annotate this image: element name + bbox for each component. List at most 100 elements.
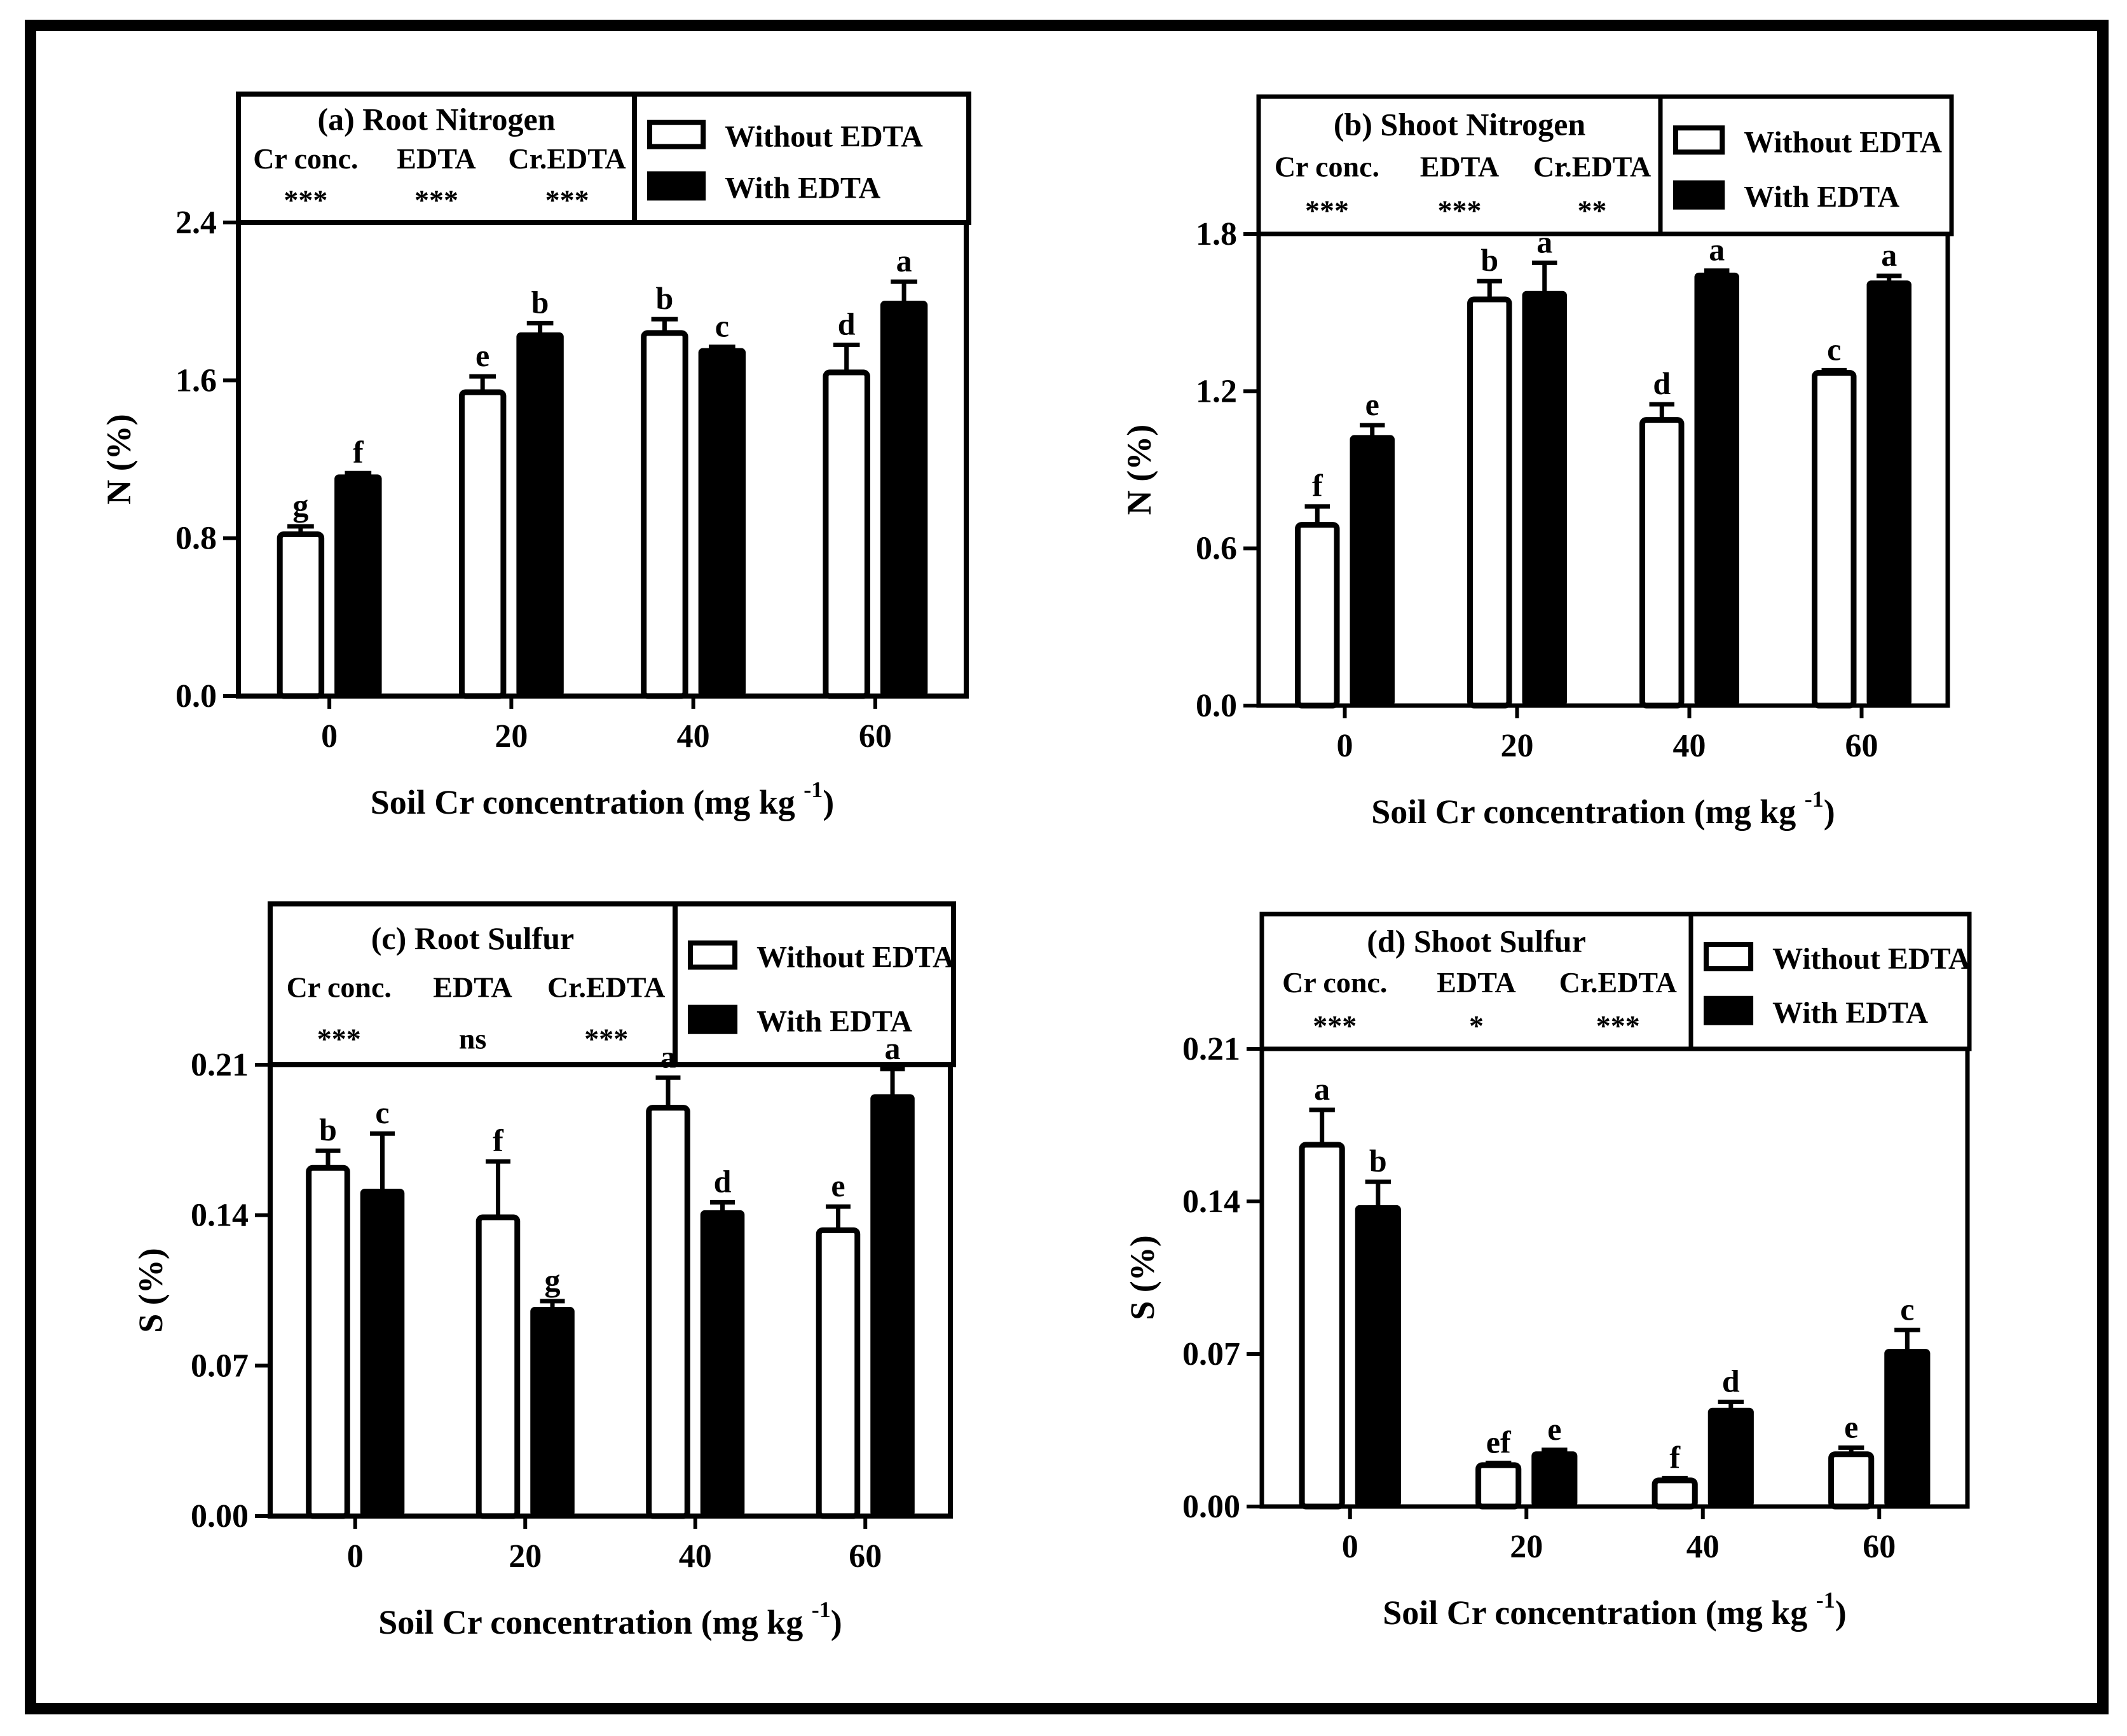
stat-value: *** bbox=[1596, 1009, 1640, 1042]
significance-letter: e bbox=[475, 338, 489, 373]
bar-without-edta bbox=[1467, 296, 1512, 709]
y-axis-label: S (%) bbox=[132, 1248, 170, 1333]
bar-with-edta bbox=[1866, 280, 1912, 706]
bar-without-edta bbox=[475, 1214, 521, 1519]
significance-letter: c bbox=[1827, 331, 1841, 367]
y-tick-label: 0.07 bbox=[1182, 1336, 1240, 1372]
x-axis-label-main: Soil Cr concentration (mg kg bbox=[371, 783, 804, 821]
x-tick-label: 60 bbox=[1863, 1529, 1896, 1565]
x-axis-label-close: ) bbox=[1824, 793, 1835, 831]
bar-with-edta bbox=[870, 1094, 915, 1517]
significance-letter: e bbox=[1844, 1409, 1858, 1444]
legend-label: Without EDTA bbox=[725, 120, 923, 154]
bar-with-edta bbox=[1355, 1205, 1401, 1508]
bar-without-edta bbox=[823, 369, 870, 699]
significance-letter: d bbox=[1653, 366, 1671, 401]
stat-header: Cr conc. bbox=[1282, 966, 1387, 999]
x-axis-label-superscript: -1 bbox=[804, 777, 823, 802]
x-axis-label-main: Soil Cr concentration (mg kg bbox=[378, 1603, 811, 1641]
significance-letter: c bbox=[1900, 1291, 1914, 1327]
y-tick-label: 0.0 bbox=[1196, 688, 1237, 724]
significance-letter: e bbox=[1547, 1411, 1561, 1447]
stat-header: EDTA bbox=[397, 142, 475, 175]
significance-letter: a bbox=[1314, 1071, 1330, 1107]
plot-area bbox=[1256, 231, 1950, 708]
y-tick-label: 0.0 bbox=[175, 678, 217, 714]
stat-value: *** bbox=[1313, 1009, 1357, 1042]
bar-without-edta bbox=[646, 1105, 690, 1519]
stat-header: Cr conc. bbox=[253, 142, 358, 175]
legend-label: With EDTA bbox=[1772, 996, 1928, 1030]
stat-value: *** bbox=[1305, 194, 1349, 226]
stat-value: * bbox=[1469, 1009, 1484, 1042]
bar-with-edta bbox=[698, 348, 746, 697]
significance-letter: b bbox=[319, 1112, 337, 1147]
bar-without-edta bbox=[1812, 369, 1857, 709]
x-tick-label: 0 bbox=[347, 1538, 364, 1575]
x-axis-label-superscript: -1 bbox=[1816, 1587, 1835, 1613]
x-axis-label-superscript: -1 bbox=[1805, 786, 1824, 812]
x-tick-label: 40 bbox=[1686, 1529, 1720, 1565]
bar-with-edta bbox=[1522, 290, 1567, 706]
stat-value: *** bbox=[414, 184, 458, 216]
significance-letter: f bbox=[493, 1123, 504, 1158]
x-tick-label: 60 bbox=[1845, 728, 1878, 764]
y-tick-label: 0.07 bbox=[191, 1348, 249, 1384]
y-axis-label: N (%) bbox=[100, 414, 138, 504]
significance-letter: d bbox=[714, 1163, 732, 1199]
significance-letter: g bbox=[292, 488, 308, 523]
y-tick-label: 0.8 bbox=[175, 521, 217, 557]
x-axis-label: Soil Cr concentration (mg kg -1) bbox=[371, 777, 834, 821]
bar-with-edta bbox=[530, 1307, 575, 1517]
legend-swatch-with-edta bbox=[1673, 180, 1725, 210]
legend-swatch-with-edta bbox=[647, 171, 706, 201]
plot-area bbox=[1259, 1046, 1970, 1509]
y-tick-label: 1.8 bbox=[1196, 216, 1237, 252]
significance-letter: a bbox=[660, 1039, 676, 1074]
bar-with-edta bbox=[1884, 1349, 1931, 1507]
y-tick-label: 1.6 bbox=[175, 362, 217, 399]
significance-letter: f bbox=[353, 434, 364, 470]
stat-value: *** bbox=[284, 184, 327, 216]
stat-header: Cr.EDTA bbox=[1533, 150, 1651, 182]
x-tick-label: 20 bbox=[1501, 728, 1534, 764]
bar-with-edta bbox=[1531, 1451, 1578, 1507]
y-tick-label: 0.21 bbox=[191, 1047, 249, 1083]
legend-label: Without EDTA bbox=[1772, 942, 1971, 976]
significance-letter: b bbox=[656, 280, 674, 316]
chart-panel-c: (c) Root Sulfur Cr conc. *** EDTA ns Cr.EDTA *… bbox=[132, 901, 956, 1641]
x-axis-label-main: Soil Cr concentration (mg kg bbox=[1383, 1594, 1816, 1632]
y-tick-label: 2.4 bbox=[175, 205, 217, 241]
panel-title: (b) Shoot Nitrogen bbox=[1334, 106, 1586, 142]
bar-without-edta bbox=[1299, 1142, 1345, 1510]
y-tick-label: 0.00 bbox=[191, 1498, 249, 1534]
bar-without-edta bbox=[1652, 1477, 1698, 1510]
legend-swatch-without-edta bbox=[1704, 941, 1754, 971]
bar-without-edta bbox=[641, 330, 688, 699]
chart-panel-a: (a) Root Nitrogen Cr conc. *** EDTA *** Cr.ED… bbox=[100, 92, 971, 821]
stat-header: EDTA bbox=[1437, 966, 1515, 999]
significance-letter: d bbox=[1722, 1363, 1740, 1398]
significance-letter: g bbox=[545, 1262, 561, 1298]
significance-letter: a bbox=[1709, 232, 1725, 268]
x-axis-label-close: ) bbox=[823, 783, 834, 821]
x-tick-label: 0 bbox=[1342, 1529, 1358, 1565]
stat-value: ns bbox=[459, 1023, 486, 1055]
x-axis-label-close: ) bbox=[1835, 1594, 1847, 1632]
bar-with-edta bbox=[880, 301, 928, 697]
bar-without-edta bbox=[1475, 1462, 1522, 1510]
x-axis-label-main: Soil Cr concentration (mg kg bbox=[1371, 793, 1804, 831]
y-tick-label: 0.6 bbox=[1196, 531, 1237, 567]
x-tick-label: 20 bbox=[509, 1538, 542, 1575]
bar-with-edta bbox=[1694, 272, 1739, 707]
stat-header: EDTA bbox=[1420, 150, 1499, 182]
y-tick-label: 0.14 bbox=[1182, 1184, 1240, 1220]
panel-title: (a) Root Nitrogen bbox=[318, 102, 556, 137]
bar-without-edta bbox=[458, 389, 507, 699]
significance-letter: c bbox=[375, 1095, 389, 1130]
legend-label: With EDTA bbox=[1744, 181, 1899, 214]
stat-value: *** bbox=[584, 1023, 628, 1055]
x-tick-label: 0 bbox=[1337, 728, 1353, 764]
